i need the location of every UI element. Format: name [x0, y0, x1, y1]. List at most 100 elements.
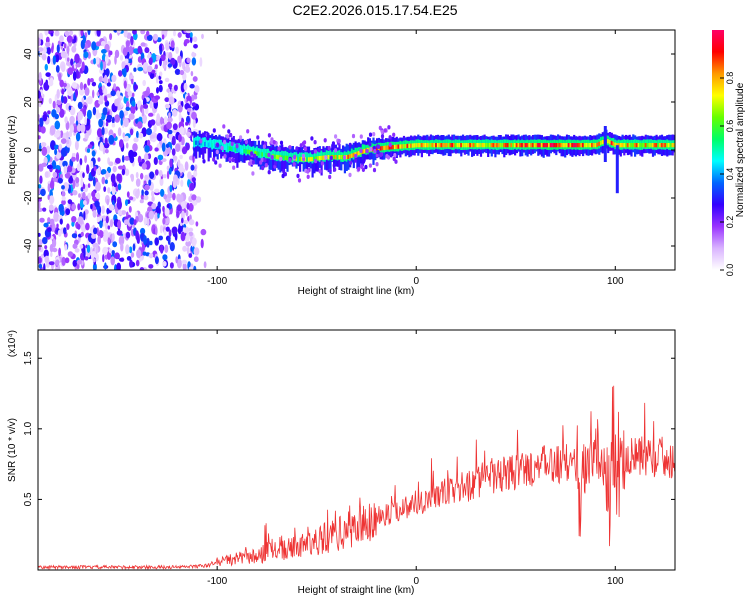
spectrogram-band-core [487, 143, 490, 148]
spectrogram-noise-cell [172, 179, 178, 188]
spectrogram-band-core [607, 139, 610, 144]
spectrogram-band-core [462, 143, 465, 148]
spectrogram-band-mid [320, 150, 323, 161]
spectrogram-noise-cell [56, 100, 62, 106]
spectrogram-noise-cell [137, 213, 144, 223]
spectrogram-band-core [632, 143, 635, 148]
spectrogram-noise-cell [165, 143, 170, 148]
spectrogram-noise-cell [163, 229, 167, 236]
spectrogram-noise-cell [42, 237, 48, 245]
spectrogram-band-core [428, 143, 431, 148]
spectrogram-noise-cell [74, 248, 80, 253]
spectrogram-band-core [626, 143, 629, 148]
spectrogram-noise-cell [48, 98, 52, 104]
spectrogram-noise-cell [107, 225, 111, 230]
spectrogram-noise-cell [81, 97, 85, 105]
spectrogram-noise-cell [86, 164, 90, 175]
spectrogram-noise-cell [161, 142, 166, 152]
spectrogram-faint-cell [237, 139, 241, 144]
spectrogram-noise-cell [119, 139, 124, 149]
spectrogram-noise-cell [156, 87, 159, 94]
spectrogram-band-core [612, 141, 615, 146]
spectrogram-noise-cell [81, 224, 87, 233]
spectrogram-noise-cell [47, 183, 51, 193]
spectrogram-faint-cell [235, 143, 239, 149]
spectrogram-noise-cell [180, 210, 185, 221]
spectrogram-noise-cell [144, 145, 150, 153]
spectrogram-band-core [458, 143, 461, 148]
spectrogram-faint-cell [383, 128, 387, 133]
spectrogram-noise-cell [174, 68, 181, 75]
spectrogram-band-mid [243, 144, 246, 154]
spectrogram-noise-cell [164, 207, 170, 217]
spectrogram-noise-cell [71, 203, 77, 211]
spectrogram-faint-cell [334, 148, 338, 153]
spectrogram-faint-cell [288, 158, 292, 163]
snr-x-tick-label: 0 [413, 576, 419, 587]
spectrogram-noise-cell [201, 33, 204, 40]
spectrogram-noise-cell [38, 47, 44, 52]
spectrogram-noise-cell [106, 114, 113, 120]
spectrogram-noise-cell [104, 179, 108, 184]
spectrogram-faint-cell [375, 162, 379, 167]
spectrogram-band-mid [333, 149, 336, 160]
spectrogram-noise-cell [185, 32, 191, 39]
spectrogram-faint-cell [313, 140, 317, 145]
spectrogram-noise-cell [49, 77, 54, 85]
spectrogram-noise-cell [124, 168, 130, 176]
spectrogram-noise-cell [103, 186, 107, 193]
spectrogram-noise-cell [38, 186, 41, 196]
spectrogram-noise-cell [124, 135, 129, 142]
spectrogram-band-core [247, 149, 250, 154]
spectrogram-noise-cell [106, 251, 112, 260]
spectrogram-band-core [239, 148, 242, 153]
spectrogram-faint-cell [231, 157, 235, 163]
spectrogram-band-core [393, 144, 397, 150]
spectrogram-band-core [223, 145, 226, 150]
spectrogram-noise-cell [49, 125, 56, 136]
spectrogram-noise-cell [165, 42, 170, 51]
spectrogram-noise-cell [104, 137, 108, 146]
spectrogram-noise-cell [120, 242, 124, 252]
spectrogram-noise-cell [38, 257, 42, 264]
spectrogram-noise-cell [143, 195, 149, 201]
spectrogram-noise-cell [157, 154, 164, 161]
spectrogram-band-core [557, 143, 560, 148]
spectrogram-noise-cell [189, 32, 193, 38]
spectrogram-noise-cell [61, 256, 66, 266]
spectrogram-noise-cell [162, 60, 168, 66]
spectrogram-x-tick-label: -100 [207, 276, 227, 287]
spectrogram-band-core [404, 144, 407, 149]
spectrogram-band-mid [316, 151, 320, 161]
spectrogram-band-core [567, 143, 570, 148]
spectrogram-noise-cell [84, 256, 89, 261]
spectrogram-faint-cell [327, 145, 331, 151]
spectrogram-band-mid [247, 144, 250, 155]
spectrogram-faint-cell [226, 134, 230, 139]
spectrogram-band-core [578, 143, 581, 148]
spectrogram-noise-cell [136, 130, 139, 139]
spectrogram-band-core [447, 143, 450, 148]
spectrogram-noise-cell [38, 201, 41, 209]
spectrogram-noise-cell [167, 129, 173, 135]
spectrogram-noise-cell [71, 45, 77, 53]
spectrogram-noise-cell [96, 30, 101, 37]
spectrogram-band-core [284, 155, 287, 160]
spectrogram-band-core [322, 155, 325, 160]
spectrogram-noise-cell [105, 215, 109, 224]
spectrogram-band-core [395, 144, 398, 149]
spectrogram-noise-cell [155, 74, 159, 84]
spectrogram-noise-cell [131, 100, 136, 107]
spectrogram-noise-cell [171, 226, 178, 235]
spectrogram-band-core [530, 143, 533, 148]
spectrogram-faint-cell [368, 142, 372, 147]
spectrogram-noise-cell [49, 218, 55, 227]
spectrogram-noise-cell [119, 257, 125, 262]
spectrogram-noise-cell [59, 218, 63, 225]
spectrogram-faint-cell [306, 169, 310, 174]
spectrogram-noise-cell [146, 237, 150, 248]
spectrogram-band-core [349, 154, 352, 159]
spectrogram-noise-cell [141, 189, 144, 196]
spectrogram-noise-cell [87, 192, 92, 200]
spectrogram-band-halo [236, 140, 239, 168]
